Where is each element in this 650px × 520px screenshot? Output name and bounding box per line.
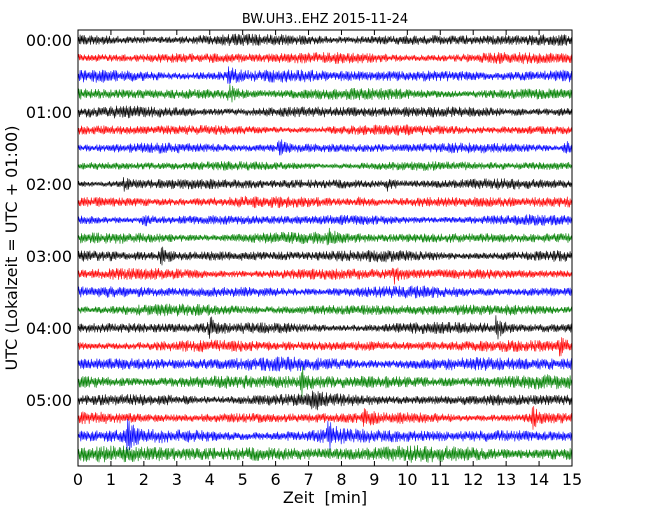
seismic-trace-6 bbox=[77, 139, 572, 156]
x-tick-label: 1 bbox=[106, 470, 116, 489]
x-tick-label: 9 bbox=[369, 470, 379, 489]
seismic-trace-3 bbox=[77, 84, 572, 103]
y-axis-label: UTC (Lokalzeit = UTC + 01:00) bbox=[2, 126, 21, 371]
seismic-trace-13 bbox=[77, 267, 572, 285]
seismic-trace-11 bbox=[77, 227, 572, 246]
x-tick-label: 0 bbox=[73, 470, 83, 489]
seismic-trace-7 bbox=[77, 161, 572, 171]
x-tick-label: 5 bbox=[238, 470, 248, 489]
plot-frame bbox=[77, 29, 573, 467]
seismic-trace-5 bbox=[77, 124, 572, 136]
seismic-trace-0 bbox=[77, 33, 572, 47]
seismic-trace-8 bbox=[77, 177, 572, 192]
x-tick-label: 11 bbox=[430, 470, 450, 489]
seismic-trace-20 bbox=[77, 390, 572, 411]
x-tick-label: 4 bbox=[205, 470, 215, 489]
x-tick-label: 10 bbox=[397, 470, 417, 489]
trace-group bbox=[77, 33, 572, 463]
y-tick-label: 00:00 bbox=[26, 31, 72, 50]
x-tick-label: 13 bbox=[496, 470, 516, 489]
seismic-trace-9 bbox=[77, 195, 572, 209]
y-tick-label: 02:00 bbox=[26, 175, 72, 194]
seismic-trace-22 bbox=[77, 418, 572, 453]
seismic-trace-2 bbox=[77, 66, 572, 85]
x-tick-label: 3 bbox=[172, 470, 182, 489]
y-tick-label: 01:00 bbox=[26, 103, 72, 122]
seismic-trace-18 bbox=[77, 356, 572, 372]
seismic-trace-17 bbox=[77, 337, 572, 357]
x-tick-label: 7 bbox=[303, 470, 313, 489]
y-tick-label: 03:00 bbox=[26, 247, 72, 266]
seismic-trace-21 bbox=[77, 406, 572, 430]
seismic-trace-12 bbox=[77, 246, 572, 266]
x-tick-label: 6 bbox=[271, 470, 281, 489]
y-axis: 00:00 01:00 02:00 03:00 04:00 05:00 bbox=[26, 31, 572, 410]
seismic-trace-10 bbox=[77, 214, 572, 227]
x-axis: 0 1 2 3 4 5 6 7 8 9 10 11 12 13 14 15 bbox=[73, 30, 582, 489]
y-tick-label: 04:00 bbox=[26, 319, 72, 338]
y-tick-label: 05:00 bbox=[26, 391, 72, 410]
seismic-trace-15 bbox=[77, 303, 572, 317]
x-tick-label: 14 bbox=[529, 470, 549, 489]
x-tick-label: 8 bbox=[336, 470, 346, 489]
seismic-trace-16 bbox=[77, 315, 572, 340]
chart-title: BW.UH3..EHZ 2015-11-24 bbox=[242, 12, 408, 27]
seismic-trace-14 bbox=[77, 285, 572, 299]
seismic-trace-19 bbox=[77, 366, 572, 398]
seismic-trace-1 bbox=[77, 51, 572, 65]
x-axis-label: Zeit [min] bbox=[283, 488, 367, 507]
seismic-trace-4 bbox=[77, 105, 572, 119]
seismic-trace-23 bbox=[77, 445, 572, 463]
x-tick-label: 15 bbox=[562, 470, 582, 489]
x-tick-label: 2 bbox=[139, 470, 149, 489]
x-tick-label: 12 bbox=[463, 470, 483, 489]
